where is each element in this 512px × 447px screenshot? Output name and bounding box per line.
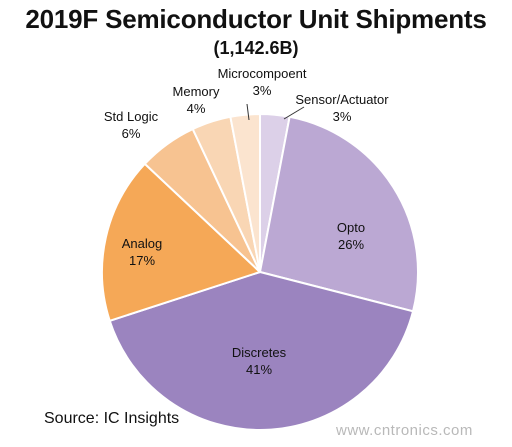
slice-name-analog: Analog (122, 236, 162, 251)
slice-value-opto: 26% (338, 237, 364, 252)
slice-label-discretes: Discretes 41% (232, 345, 287, 377)
watermark: www.cntronics.com (336, 422, 473, 439)
slice-label-sensor-actuator: Sensor/Actuator 3% (295, 92, 389, 124)
slice-value-memory: 4% (187, 101, 206, 116)
leader-line-microcompoent (246, 103, 250, 121)
slice-name-discretes: Discretes (232, 345, 287, 360)
slice-value-microcompoent: 3% (253, 83, 272, 98)
slice-label-memory: Memory 4% (173, 84, 220, 116)
slice-value-std-logic: 6% (122, 126, 141, 141)
pie-slices (100, 112, 419, 432)
slice-label-opto: Opto 26% (337, 220, 365, 252)
slice-name-std-logic: Std Logic (104, 109, 159, 124)
source-note: Source: IC Insights (44, 410, 180, 427)
pie-slice-microcompoent (229, 112, 261, 273)
pie-slice-discretes (108, 270, 415, 432)
slice-name-sensor-actuator: Sensor/Actuator (295, 92, 389, 107)
slice-label-analog: Analog 17% (122, 236, 162, 268)
slice-value-sensor-actuator: 3% (333, 109, 352, 124)
slice-name-microcompoent: Microcompoent (218, 66, 307, 81)
leader-line-sensor-actuator (283, 106, 305, 120)
slice-label-std-logic: Std Logic 6% (104, 109, 159, 141)
slice-name-memory: Memory (173, 84, 220, 99)
pie-slice-opto (258, 115, 419, 313)
slice-value-analog: 17% (129, 253, 155, 268)
chart-subtitle: (1,142.6B) (213, 38, 299, 58)
slice-label-microcompoent: Microcompoent 3% (218, 66, 307, 98)
slice-value-discretes: 41% (246, 362, 272, 377)
slice-name-opto: Opto (337, 220, 365, 235)
pie-slice-analog (100, 162, 262, 323)
chart-title: 2019F Semiconductor Unit Shipments (25, 4, 487, 34)
